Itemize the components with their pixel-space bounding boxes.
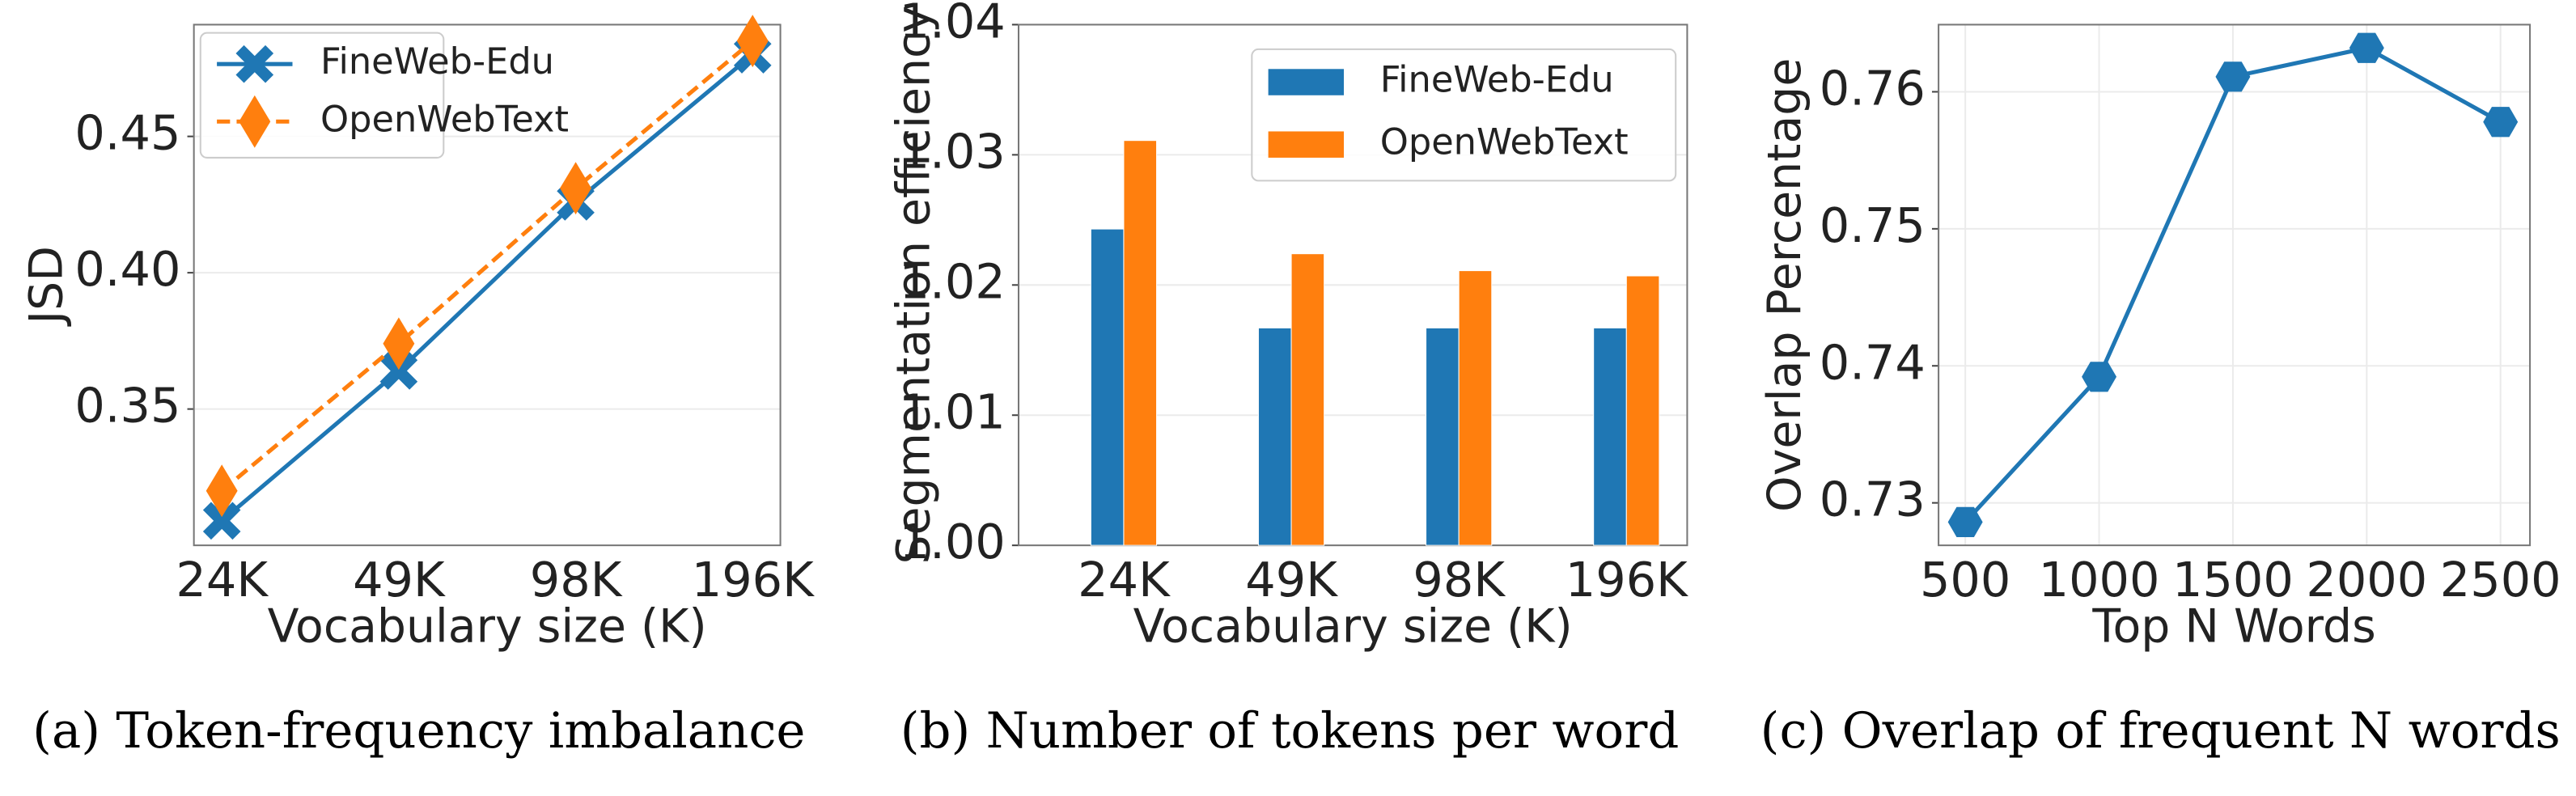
y-tick-label: 0.73 bbox=[1820, 472, 1926, 527]
y-tick-label: 0.75 bbox=[1820, 197, 1926, 253]
bar bbox=[1290, 253, 1325, 546]
bar bbox=[1593, 327, 1627, 546]
caption: (c) Overlap of frequent N words bbox=[1760, 702, 2561, 760]
x-tick-label: 49K bbox=[353, 552, 446, 608]
y-tick-label: 1.04 bbox=[900, 0, 1006, 49]
x-tick-label: 500 bbox=[1920, 552, 2010, 608]
x-tick-label: 196K bbox=[1566, 552, 1688, 608]
x-axis-label: Vocabulary size (K) bbox=[268, 599, 707, 653]
bar bbox=[1123, 140, 1158, 546]
marker bbox=[736, 15, 769, 68]
y-tick-label: 1.02 bbox=[900, 253, 1006, 309]
x-tick-label: 98K bbox=[1413, 552, 1506, 608]
legend-label: OpenWebText bbox=[1380, 121, 1629, 163]
y-tick-label: 1.03 bbox=[900, 123, 1006, 179]
legend-label: FineWeb-Edu bbox=[1380, 59, 1614, 101]
x-tick-label: 1000 bbox=[2039, 552, 2160, 608]
marker bbox=[202, 502, 241, 540]
marker bbox=[560, 162, 592, 215]
y-tick-label: 0.74 bbox=[1820, 334, 1926, 390]
x-tick-label: 49K bbox=[1245, 552, 1338, 608]
legend-label: OpenWebText bbox=[320, 98, 569, 140]
legend-label: FineWeb-Edu bbox=[320, 40, 554, 83]
marker bbox=[2215, 61, 2251, 92]
y-tick-label: 0.35 bbox=[74, 378, 180, 434]
series-line bbox=[220, 39, 754, 493]
x-tick-label: 98K bbox=[530, 552, 623, 608]
bar bbox=[1625, 275, 1660, 546]
plot-frame bbox=[1017, 23, 1688, 547]
marker bbox=[205, 464, 238, 518]
marker bbox=[383, 317, 415, 370]
x-tick-label: 2000 bbox=[2306, 552, 2427, 608]
caption: (b) Number of tokens per word bbox=[900, 702, 1680, 760]
x-tick-label: 196K bbox=[692, 552, 815, 608]
y-tick-label: 0.45 bbox=[74, 105, 180, 161]
legend-patch bbox=[1268, 69, 1345, 95]
y-axis-label: Overlap Percentage bbox=[1758, 58, 1811, 512]
bar bbox=[1426, 327, 1460, 546]
legend-box bbox=[1251, 48, 1677, 182]
x-axis-label: Vocabulary size (K) bbox=[1133, 599, 1573, 653]
plot-frame bbox=[1938, 23, 2532, 547]
bar bbox=[1257, 327, 1292, 546]
caption: (a) Token-frequency imbalance bbox=[32, 702, 805, 760]
plot-frame bbox=[193, 23, 782, 547]
x-tick-label: 1500 bbox=[2172, 552, 2294, 608]
x-tick-label: 24K bbox=[176, 552, 269, 608]
series-line bbox=[220, 53, 754, 523]
legend-marker bbox=[239, 95, 271, 148]
marker bbox=[379, 352, 418, 390]
x-tick-label: 24K bbox=[1078, 552, 1171, 608]
marker bbox=[2483, 107, 2519, 138]
y-axis-label: JSD bbox=[20, 246, 74, 327]
y-tick-label: 0.40 bbox=[74, 241, 180, 297]
x-axis-label: Top N Words bbox=[2091, 599, 2375, 653]
y-tick-label: 0.76 bbox=[1820, 61, 1926, 116]
marker bbox=[2349, 32, 2384, 63]
legend-marker bbox=[235, 44, 274, 83]
y-tick-label: 1.01 bbox=[900, 383, 1006, 439]
y-tick-label: 1.00 bbox=[900, 514, 1006, 569]
legend-patch bbox=[1268, 131, 1345, 158]
x-tick-label: 2500 bbox=[2440, 552, 2561, 608]
y-axis-label: Segmentation efficiency bbox=[888, 6, 941, 564]
bar bbox=[1090, 228, 1125, 546]
marker bbox=[2082, 362, 2117, 392]
bar bbox=[1458, 270, 1493, 546]
marker bbox=[1947, 506, 1983, 537]
